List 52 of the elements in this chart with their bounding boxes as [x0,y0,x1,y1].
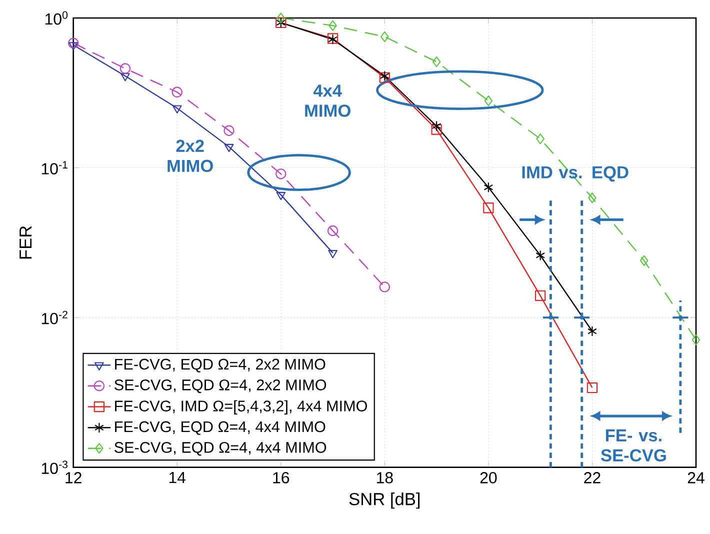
y-tick-label: 10$^{0}$ [45,11,68,25]
x-tick-label: 12 [66,472,82,484]
point [586,382,598,394]
point [224,125,234,136]
legend-label: FE-CVG, IMD Ω=[5,4,3,2], 4x4 MIMO [115,400,367,414]
annotation: 4x4 MIMO [305,84,350,117]
point [536,134,544,144]
y-tick-label: 10$^{-2}$ [42,310,68,324]
point [432,120,442,132]
point [484,95,493,106]
annotation: FE- vs. SE-CVG [601,429,666,462]
point [327,225,338,236]
point [68,42,78,50]
point [276,168,286,180]
x-tick-label: 24 [688,472,704,484]
point [379,282,390,292]
point [640,255,648,266]
point [588,326,597,337]
legend-label: SE-CVG, EQD Ω=4, 4x4 MIMO [114,442,326,456]
point [483,202,494,214]
y-axis-title: FER [20,226,32,259]
point [328,20,337,31]
x-tick-label: 14 [169,472,186,484]
point [172,86,182,98]
x-axis-title: SNR [dB] [349,492,420,509]
point [172,105,182,114]
point [380,31,389,42]
legend-label: FE-CVG, EQD Ω=4, 4x4 MIMO [115,421,326,435]
x-tick-label: 16 [273,472,290,484]
point [535,290,546,301]
point [484,182,494,193]
point [692,334,700,346]
point [68,38,79,48]
point [588,192,596,204]
point [536,250,546,261]
x-tick-label: 22 [584,472,600,484]
point [120,63,131,74]
point [276,12,286,24]
y-tick-label: 10$^{-3}$ [42,460,68,474]
annotation: IMD vs. EQD [522,166,628,182]
point [276,192,286,200]
point [328,250,338,258]
y-tick-label: 10$^{-1}$ [42,161,68,174]
legend-label: FE-CVG, EQD Ω=4, 2x2 MIMO [115,358,326,372]
x-tick-label: 18 [376,472,393,484]
legend-label: SE-CVG, EQD Ω=4, 2x2 MIMO [114,379,326,394]
annotation: 2x2 MIMO [168,140,213,172]
point [224,144,234,152]
point [431,124,442,135]
point [120,73,130,82]
x-tick-label: 20 [480,472,497,484]
point [432,56,441,68]
